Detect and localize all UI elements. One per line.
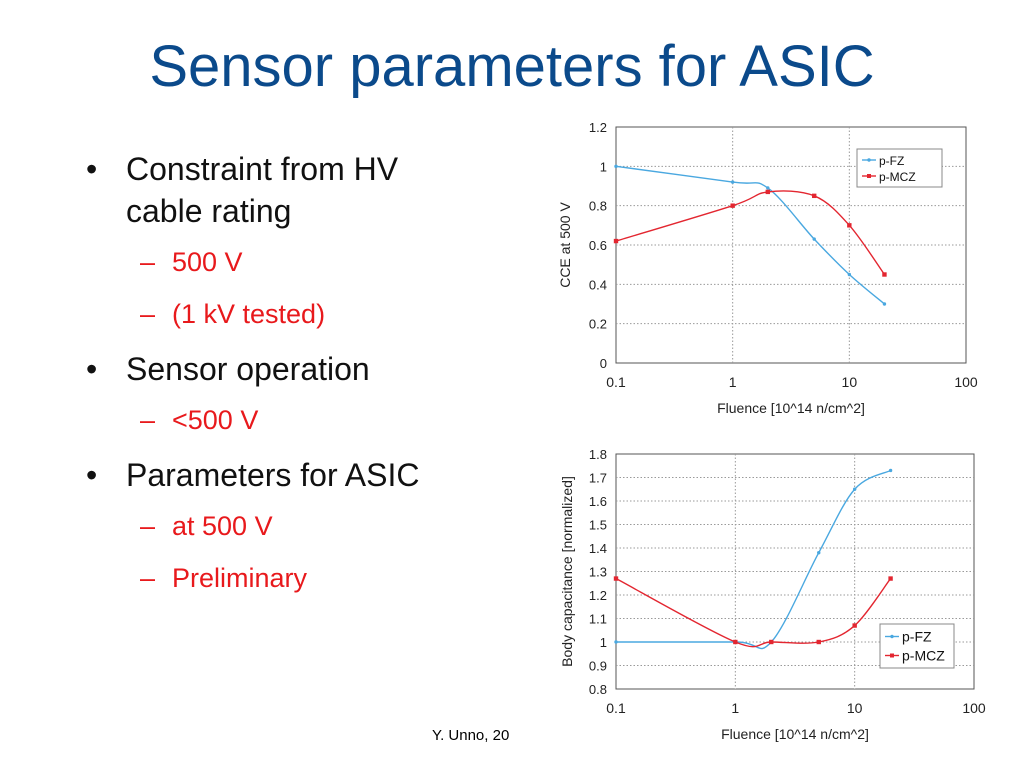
bullet-dot-icon: • xyxy=(86,151,98,187)
legend-marker xyxy=(867,158,871,162)
footer-author: Y. Unno, 20 xyxy=(432,727,510,744)
data-point-p-FZ xyxy=(766,186,770,190)
bullet-text: Parameters for ASIC xyxy=(126,457,420,493)
data-point-p-FZ xyxy=(812,237,816,241)
bullet-group-hv: • Constraint from HV cable rating – 500 … xyxy=(86,148,526,332)
data-point-p-FZ xyxy=(614,164,618,169)
sub-bullet: – at 500 V xyxy=(86,508,526,544)
data-point-p-FZ xyxy=(888,468,893,473)
cce-chart: 0 0.2 0.4 0.6 0.8 1 1.2 0.1 1 10 100 Fluence [10^14… xyxy=(557,120,978,416)
x-tick-label: 1 xyxy=(729,374,737,390)
bullet-dot-icon: • xyxy=(86,351,98,387)
legend-label: p-FZ xyxy=(902,629,932,645)
bullet-group-operation: • Sensor operation – <500 V xyxy=(86,348,526,438)
y-tick-label: 0.8 xyxy=(589,682,607,697)
sub-bullet: – 500 V xyxy=(86,244,526,280)
y-axis-label: CCE at 500 V xyxy=(557,202,573,288)
data-point-p-FZ xyxy=(847,272,852,277)
dash-icon: – xyxy=(140,563,156,593)
sub-bullet: – <500 V xyxy=(86,402,526,438)
dash-icon: – xyxy=(140,299,156,329)
data-point-p-FZ xyxy=(614,640,618,644)
dash-icon: – xyxy=(140,405,156,435)
y-tick-label: 1 xyxy=(600,635,607,650)
y-tick-label: 0.8 xyxy=(589,199,607,214)
dash-icon: – xyxy=(140,511,156,541)
sub-bullet: – (1 kV tested) xyxy=(86,296,526,332)
y-tick-label: 0.2 xyxy=(589,317,607,332)
bullet-dot-icon: • xyxy=(86,457,98,493)
y-tick-label: 1.2 xyxy=(589,588,607,603)
y-tick-label: 1.1 xyxy=(589,612,607,627)
data-point-p-MCZ xyxy=(852,623,857,628)
y-tick-label: 0.6 xyxy=(589,238,607,253)
y-tick-label: 1.2 xyxy=(589,120,607,135)
data-point-p-MCZ xyxy=(733,639,738,645)
x-tick-label: 1 xyxy=(731,700,739,716)
data-point-p-FZ xyxy=(852,487,857,491)
data-point-p-FZ xyxy=(730,180,735,184)
bullet-text-cont: cable rating xyxy=(126,193,292,229)
y-tick-label: 0 xyxy=(600,356,607,371)
y-tick-label: 1.8 xyxy=(589,447,607,462)
data-point-p-MCZ xyxy=(882,272,887,277)
sub-bullet-text: 500 V xyxy=(172,247,243,277)
x-axis-label: Fluence [10^14 n/cm^2] xyxy=(717,400,865,416)
data-point-p-MCZ xyxy=(816,639,821,645)
data-point-p-MCZ xyxy=(613,238,619,244)
y-tick-label: 1.4 xyxy=(589,541,607,556)
bullet-hv-constraint: • Constraint from HV cable rating xyxy=(86,148,526,232)
legend-box xyxy=(879,623,955,669)
sub-bullet-text: Preliminary xyxy=(172,563,308,593)
sub-bullet-text: <500 V xyxy=(172,405,259,435)
y-tick-label: 1 xyxy=(600,159,607,174)
legend-marker xyxy=(890,653,894,658)
dash-icon: – xyxy=(140,247,156,277)
data-point-p-MCZ xyxy=(847,223,852,228)
x-tick-label: 10 xyxy=(847,700,863,716)
y-tick-label: 1.7 xyxy=(589,471,607,486)
legend-marker xyxy=(867,174,871,178)
legend-label: p-FZ xyxy=(879,154,904,168)
y-tick-label: 1.6 xyxy=(589,494,607,509)
y-tick-label: 1.5 xyxy=(589,518,607,533)
sub-bullet: – Preliminary xyxy=(86,560,526,596)
data-point-p-MCZ xyxy=(888,576,893,581)
legend-marker xyxy=(890,634,894,639)
slide-title: Sensor parameters for ASIC xyxy=(149,34,875,99)
x-tick-label: 100 xyxy=(962,700,986,716)
x-tick-label: 100 xyxy=(954,374,978,390)
x-axis-label: Fluence [10^14 n/cm^2] xyxy=(721,726,869,742)
x-tick-label: 10 xyxy=(842,374,858,390)
bullet-list: • Constraint from HV cable rating – 500 … xyxy=(86,148,526,612)
bullet-asic-parameters: • Parameters for ASIC xyxy=(86,454,526,496)
data-point-p-MCZ xyxy=(730,203,735,208)
bullet-text: Constraint from HV xyxy=(126,151,399,187)
sub-bullet-text: at 500 V xyxy=(172,511,273,541)
x-tick-label: 0.1 xyxy=(606,700,626,716)
y-tick-label: 0.4 xyxy=(589,277,607,292)
bullet-group-asic: • Parameters for ASIC – at 500 V – Preli… xyxy=(86,454,526,596)
legend-label: p-MCZ xyxy=(902,648,945,664)
data-point-p-MCZ xyxy=(812,193,817,199)
data-point-p-MCZ xyxy=(613,576,619,581)
bullet-sensor-operation: • Sensor operation xyxy=(86,348,526,390)
data-point-p-FZ xyxy=(882,302,887,306)
y-tick-label: 0.9 xyxy=(589,659,607,674)
y-axis-label: Body capacitance [normalized] xyxy=(559,476,575,667)
y-tick-label: 1.3 xyxy=(589,565,607,580)
legend-label: p-MCZ xyxy=(879,170,916,184)
bullet-text: Sensor operation xyxy=(126,351,370,387)
capacitance-chart: 0.8 0.9 1 1.1 1.2 1.3 1.4 1.5 1.6 1.7 1.8 0.1 1 10 100… xyxy=(559,447,986,742)
data-point-p-MCZ xyxy=(769,639,774,645)
data-point-p-MCZ xyxy=(765,189,770,195)
data-point-p-FZ xyxy=(817,551,821,555)
sub-bullet-text: (1 kV tested) xyxy=(172,299,326,329)
legend-box xyxy=(856,148,943,188)
x-tick-label: 0.1 xyxy=(606,374,626,390)
